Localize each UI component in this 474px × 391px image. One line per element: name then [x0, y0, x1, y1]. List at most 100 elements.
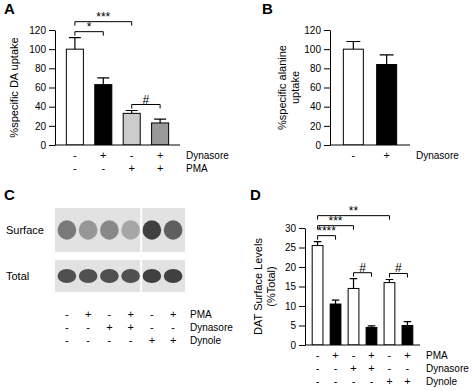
significance-label: # [395, 261, 402, 275]
blot-lanes [58, 220, 183, 239]
x-axis-line [330, 145, 410, 146]
condition-sign: - [316, 375, 320, 387]
condition-sign: + [332, 349, 338, 361]
y-tick: 30 [285, 223, 305, 234]
y-tick: 0 [315, 140, 330, 151]
bar [152, 123, 169, 145]
x-axis-line [55, 145, 180, 146]
error-bar [404, 322, 412, 326]
y-axis-title: uptake [289, 71, 301, 104]
bar [384, 283, 395, 345]
condition-sign: + [386, 375, 392, 387]
condition-sign: - [334, 375, 338, 387]
y-tick-mark [324, 68, 330, 69]
error-bar [380, 55, 394, 65]
y-tick-label: 120 [304, 25, 321, 36]
y-tick-mark [299, 228, 305, 229]
y-tick-mark [49, 145, 55, 146]
blot-band [143, 269, 162, 283]
y-tick-mark [49, 107, 55, 108]
y-tick-label: 80 [310, 63, 322, 74]
condition-name: Dynole [190, 335, 222, 346]
y-tick-mark [49, 30, 55, 31]
error-bar [350, 279, 358, 289]
condition-sign: + [127, 321, 133, 333]
blot-band [79, 220, 98, 239]
error-bar [332, 300, 340, 304]
condition-sign: + [157, 162, 163, 174]
y-tick-mark [324, 30, 330, 31]
condition-sign: - [65, 321, 69, 333]
condition-name: PMA [190, 309, 212, 320]
y-tick: 0 [290, 340, 305, 351]
condition-sign: + [404, 349, 410, 361]
blot-band [121, 269, 140, 283]
condition-sign: + [128, 162, 134, 174]
y-axis-line [55, 31, 56, 146]
condition-sign: - [316, 349, 320, 361]
condition-sign: - [73, 162, 77, 174]
y-tick-label: 40 [310, 101, 322, 112]
y-tick-mark [299, 345, 305, 346]
panel-label: D [250, 186, 261, 203]
y-tick-mark [49, 68, 55, 69]
condition-sign: + [170, 334, 176, 346]
y-tick: 120 [29, 25, 55, 36]
y-tick-label: 100 [29, 44, 46, 55]
condition-sign: - [388, 362, 392, 374]
y-tick-mark [324, 145, 330, 146]
y-tick-label: 0 [315, 140, 321, 151]
x-axis-line [305, 345, 420, 346]
blot-band [121, 220, 140, 239]
blot-band [100, 220, 119, 239]
y-tick: 60 [35, 82, 55, 93]
condition-sign: - [334, 362, 338, 374]
bar [343, 49, 363, 145]
y-axis-title: (%Total) [265, 266, 277, 306]
significance-label: ** [349, 204, 359, 218]
blot-band [100, 269, 119, 283]
condition-sign: + [157, 149, 163, 161]
blot-background [55, 208, 185, 252]
y-tick: 0 [40, 140, 55, 151]
condition-sign: - [352, 375, 356, 387]
y-tick-label: 30 [285, 223, 297, 234]
blot-row-label: Surface [6, 224, 44, 236]
condition-sign: - [73, 149, 77, 161]
condition-sign: - [150, 308, 154, 320]
condition-sign: - [150, 321, 154, 333]
condition-sign: - [406, 362, 410, 374]
significance-label: # [359, 261, 366, 275]
error-bar [314, 242, 322, 246]
panel-label: A [4, 0, 15, 17]
blot-band [143, 220, 162, 239]
y-tick: 10 [285, 301, 305, 312]
y-tick: 40 [310, 101, 330, 112]
condition-sign: - [65, 308, 69, 320]
condition-sign: + [368, 349, 374, 361]
error-bar [69, 38, 81, 50]
condition-sign: - [130, 149, 134, 161]
y-tick-mark [299, 326, 305, 327]
bar [402, 326, 413, 346]
condition-sign: - [388, 349, 392, 361]
y-tick-mark [324, 107, 330, 108]
y-tick-mark [324, 88, 330, 89]
bar [312, 246, 323, 345]
y-tick: 20 [285, 262, 305, 273]
error-bar [154, 119, 166, 123]
y-tick: 100 [29, 44, 55, 55]
bar [377, 65, 397, 146]
y-axis-title: DAT Surface Levels [252, 238, 264, 335]
condition-name: Dynasore [416, 150, 459, 161]
y-tick-label: 120 [29, 25, 46, 36]
y-tick-label: 15 [285, 281, 297, 292]
bar [95, 85, 112, 145]
plot-area [343, 42, 396, 146]
y-tick-label: 0 [40, 140, 46, 151]
y-tick-mark [299, 287, 305, 288]
y-tick: 20 [35, 121, 55, 132]
bar [330, 304, 341, 345]
condition-sign: - [316, 362, 320, 374]
condition-name: PMA [426, 350, 448, 361]
